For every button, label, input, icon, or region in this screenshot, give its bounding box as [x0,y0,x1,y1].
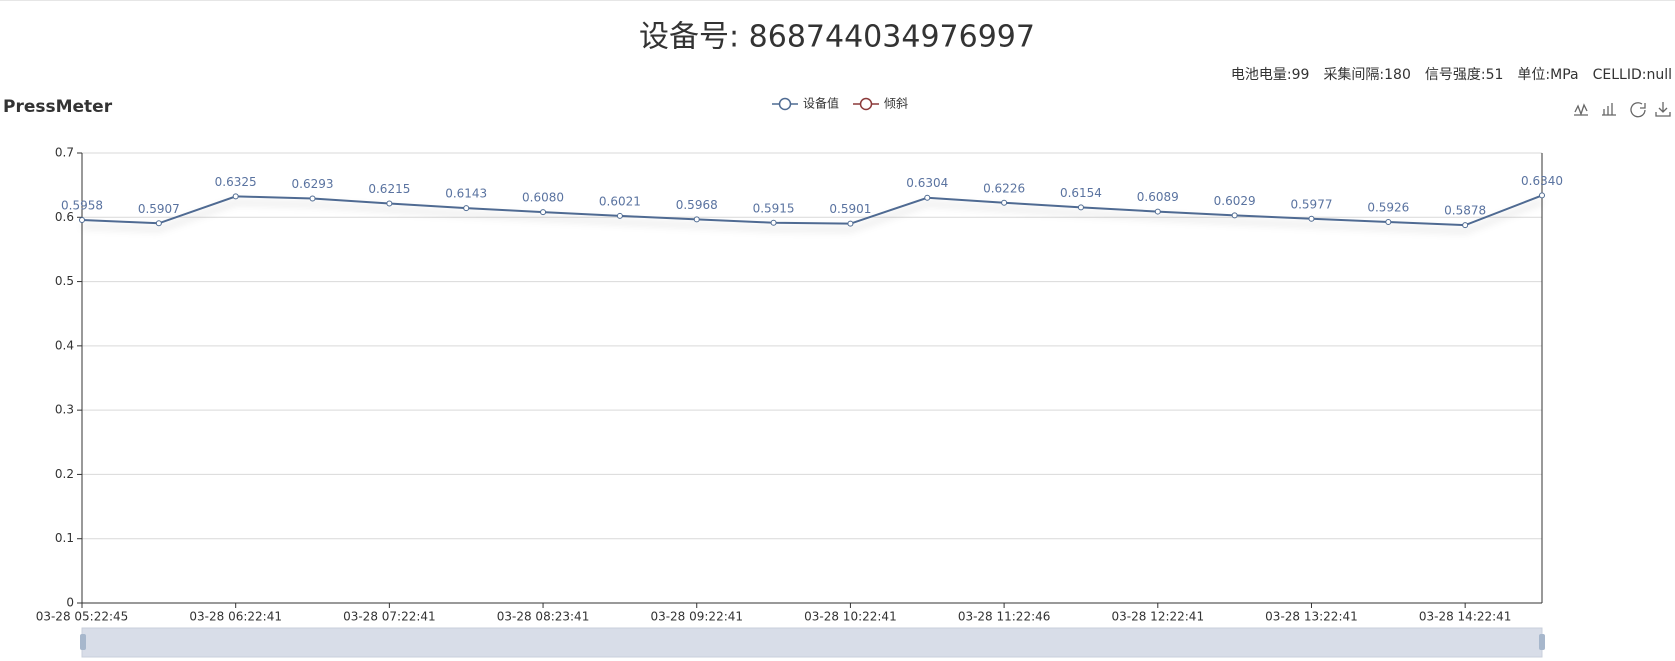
tool-line[interactable] [1574,103,1588,116]
data-label: 0.6325 [215,175,257,189]
x-tick-label: 03-28 12:22:41 [1112,610,1205,624]
y-tick-label: 0.5 [55,274,74,288]
zoom-slider[interactable] [81,627,1543,658]
data-point [616,212,623,219]
y-tick-label: 0.1 [55,531,74,545]
data-point [770,219,777,226]
info-bar: CELLID:null 单位:MPa 信号强度:51 采集间隔:180 电池电量:99 [1231,66,1672,83]
x-tick-label: 03-28 05:22:45 [36,610,129,624]
data-point [232,193,239,200]
data-label: 0.6304 [906,176,948,190]
info-item: 信号强度:51 [1425,67,1504,83]
x-tick-label: 03-28 07:22:41 [343,610,436,624]
info-item: 采集间隔:180 [1323,66,1410,83]
data-label: 0.6340 [1521,174,1563,188]
data-point [1001,199,1008,206]
data-label: 0.5907 [138,202,180,216]
legend-label: 设备值 [803,96,839,111]
data-label: 0.6080 [522,191,564,205]
data-point [1077,204,1084,211]
y-tick-label: 0.7 [55,146,74,160]
data-label: 0.5968 [676,198,718,212]
data-point [1308,215,1315,222]
data-point [463,205,470,212]
data-point [1231,212,1238,219]
data-label: 0.6029 [1214,194,1256,208]
info-item: 电池电量:99 [1231,67,1310,83]
y-tick-label: 0 [66,596,74,610]
chart-title: PressMeter [3,97,113,117]
zoom-handle[interactable] [80,634,86,650]
legend[interactable]: 设备值 倾斜 [772,96,908,111]
x-tick-label: 03-28 09:22:41 [650,610,743,624]
data-point [540,209,547,216]
data-point [386,200,393,207]
data-point [924,194,931,201]
y-tick-label: 0.3 [55,403,74,417]
data-label: 0.5926 [1367,201,1409,215]
x-tick-label: 03-28 11:22:46 [958,610,1051,624]
data-label: 0.5901 [829,202,871,216]
data-label: 0.6154 [1060,186,1102,200]
data-label: 0.6143 [445,187,487,201]
tool-restore[interactable] [1630,102,1646,118]
x-tick-label: 03-28 14:22:41 [1419,610,1512,624]
legend-symbol [778,97,792,111]
data-point [1154,208,1161,215]
data-point [1539,192,1545,199]
x-tick-label: 03-28 08:23:41 [497,610,590,624]
x-tick-label: 03-28 10:22:41 [804,610,897,624]
data-point [155,220,162,227]
data-point [309,195,316,202]
tool-bar[interactable] [1602,103,1616,116]
data-point [1462,222,1469,229]
legend-label: 倾斜 [884,97,908,111]
page-title: 设备号: 868744034976997 [639,20,1035,55]
toolbox[interactable] [1574,102,1671,118]
x-tick-label: 03-28 13:22:41 [1265,610,1358,624]
data-point [1385,219,1392,226]
data-label: 0.5878 [1444,204,1486,218]
data-label: 0.6215 [368,182,410,196]
legend-symbol [859,97,873,111]
series-line [81,194,1543,227]
plot: 0 0.1 0.2 0.3 0.4 0.5 0.6 0.7 03-28 05:22:45 03-2… [36,146,1563,624]
zoom-handle[interactable] [1539,634,1545,650]
y-tick-label: 0.4 [55,338,74,352]
y-tick-label: 0.6 [55,210,74,224]
data-label: 0.5958 [61,198,103,212]
tool-save[interactable] [1655,102,1671,117]
y-tick-label: 0.2 [55,467,74,481]
data-point [79,216,85,223]
x-tick-label: 03-28 06:22:41 [189,610,282,624]
info-item: CELLID:null [1593,67,1672,83]
data-label: 0.6226 [983,181,1025,195]
data-point [693,216,700,223]
data-point [847,220,854,227]
data-label: 0.6021 [599,194,641,208]
data-zoom[interactable] [80,627,1545,658]
info-item: 单位:MPa [1517,67,1578,83]
data-label: 0.5915 [753,201,795,215]
data-label: 0.6089 [1137,190,1179,204]
data-label: 0.5977 [1290,197,1332,211]
data-label: 0.6293 [292,177,334,191]
